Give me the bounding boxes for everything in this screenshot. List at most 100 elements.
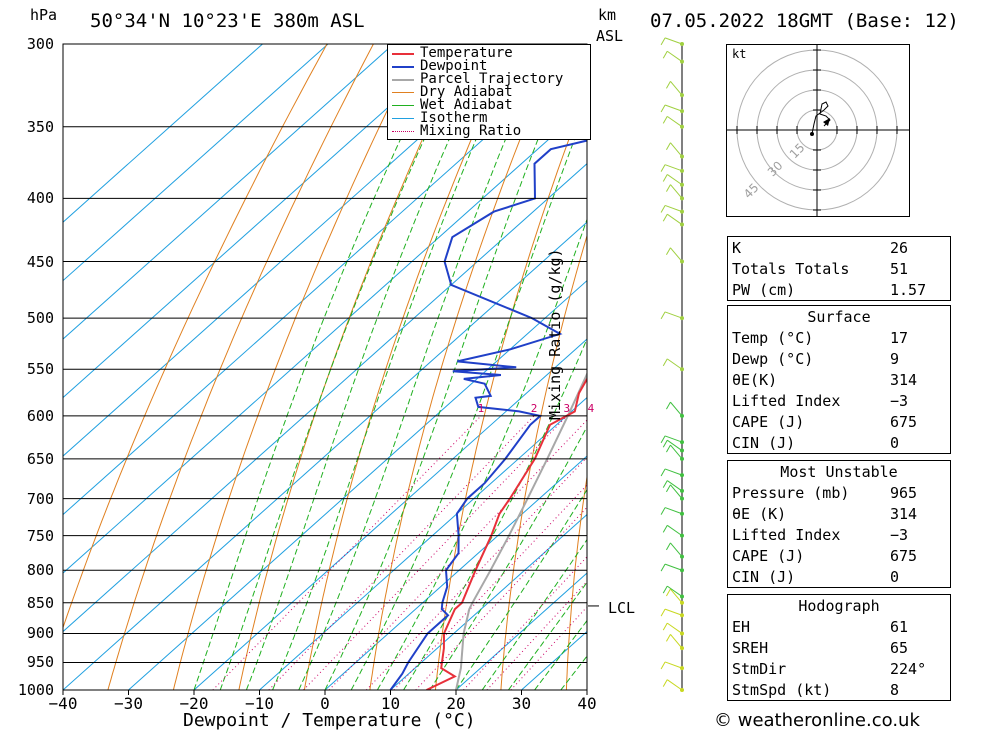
index-value: −3 [886, 390, 951, 411]
copyright-link[interactable]: © weatheronline.co.uk [714, 710, 920, 731]
wind-barb-feather [662, 480, 668, 488]
index-value: 675 [886, 411, 951, 432]
index-label: θE (K) [727, 503, 886, 524]
mixing-ratio-line [328, 419, 587, 690]
km-label: km [598, 6, 617, 24]
legend-item: Temperature [392, 45, 513, 61]
index-value: 314 [886, 503, 951, 524]
wind-barb-feather [662, 213, 668, 222]
wind-barb-feather [665, 81, 671, 89]
index-label: EH [727, 616, 886, 637]
wind-barb-dot [680, 666, 684, 671]
basic-indices-table: K 26 Totals Totals 51 PW (cm) 1.57 [727, 236, 951, 301]
wind-barb [666, 679, 683, 691]
wind-barb-feather [660, 164, 666, 172]
index-value: 675 [886, 545, 951, 566]
x-tick-label: −30 [114, 694, 143, 713]
wind-barb-feather [660, 563, 666, 572]
x-tick-label: −40 [48, 694, 78, 713]
lcl-label: LCL [608, 599, 636, 617]
wind-barb-strip [660, 37, 684, 692]
wind-barb-dot [680, 367, 684, 372]
hodograph-storm-motion-marker [823, 118, 830, 126]
y-tick-label: 300 [26, 35, 54, 53]
wet-adiabat-line [245, 44, 493, 690]
isotherm-line [259, 396, 587, 690]
mixing-ratio-line [303, 415, 568, 690]
location-title: 50°34'N 10°23'E 380m ASL [90, 10, 365, 32]
wind-barb-feather [665, 184, 671, 192]
legend-label: Mixing Ratio [420, 123, 522, 139]
wind-barb-feather [665, 142, 671, 150]
wind-barb-dot [680, 533, 684, 538]
legend-item: Dry Adiabat [392, 85, 513, 99]
wind-barb-feather [662, 51, 668, 59]
wind-barb [670, 142, 683, 157]
isotherm-line [128, 279, 587, 690]
wind-barb [664, 468, 683, 476]
wind-barb-dot [680, 594, 684, 599]
wind-barb-dot [680, 646, 684, 651]
y-tick-label: 700 [26, 489, 54, 508]
parcel-trajectory-line [455, 371, 587, 690]
mixing-ratio-line [510, 606, 587, 690]
index-label: StmSpd (kt) [727, 679, 886, 701]
legend-swatch-dewpoint [392, 65, 414, 68]
y-tick-label: 500 [26, 309, 54, 328]
mixing-ratio-label: 1 [478, 402, 485, 415]
wind-barb [664, 563, 683, 571]
wet-adiabat-line [560, 655, 587, 690]
wind-barb-dot [680, 168, 684, 173]
wind-barb [664, 164, 683, 172]
wind-barb-feather [665, 444, 671, 453]
index-label: Totals Totals [727, 258, 886, 279]
isotherm-line [390, 513, 587, 690]
wind-barb [670, 81, 683, 96]
index-value: 0 [886, 432, 951, 454]
isotherm-line [63, 162, 587, 633]
wet-adiabat-line [507, 581, 587, 690]
isotherm-line [63, 44, 263, 223]
isotherm-line [63, 46, 587, 516]
x-tick-label: 10 [380, 694, 401, 713]
mixing-ratio-label: 3 [564, 402, 571, 415]
x-tick-label: 40 [577, 694, 597, 713]
hodograph-unit-label: kt [732, 47, 746, 61]
wind-barb-dot [680, 568, 684, 573]
wind-barb [670, 588, 683, 604]
most-unstable-table: Most Unstable Pressure (mb) 965 θE (K) 314… [727, 460, 951, 588]
y-tick-label: 350 [26, 117, 54, 136]
y-tick-label: 800 [26, 561, 54, 580]
y-tick-label: 950 [26, 653, 54, 672]
section-title: Surface [727, 305, 951, 327]
wind-barb [670, 401, 683, 417]
y-tick-label: 450 [26, 252, 54, 271]
legend-swatch-mixing-ratio [392, 131, 414, 132]
wind-barb-feather [662, 174, 668, 182]
index-label: Lifted Index [727, 524, 886, 545]
index-label: Pressure (mb) [727, 482, 886, 503]
isotherm-line [63, 44, 460, 399]
surface-indices-table: Surface Temp (°C) 17 Dewp (°C) 9 θE(K) 314 … [727, 305, 951, 454]
hodograph-surface-point [810, 132, 814, 136]
chart-legend: Temperature Dewpoint Parcel Trajectory D… [387, 44, 591, 140]
wet-adiabat-line [429, 425, 587, 690]
wind-barb [664, 608, 683, 616]
mixing-ratio-line [366, 456, 587, 690]
legend-label: Temperature [420, 45, 513, 61]
index-value: 965 [886, 482, 951, 503]
y-tick-label: 650 [26, 449, 54, 468]
wind-barb-feather [660, 104, 666, 113]
wind-barb-dot [680, 196, 684, 201]
hodograph-trace [811, 101, 831, 135]
wind-barb-feather [660, 468, 666, 477]
index-label: Lifted Index [727, 390, 886, 411]
temperature-line [426, 377, 587, 690]
index-value: 26 [886, 236, 951, 258]
dewpoint-line [389, 139, 587, 690]
wind-barb-dot [680, 413, 684, 418]
wind-barb-dot [680, 473, 684, 478]
index-label: CIN (J) [727, 432, 886, 454]
wind-barb-dot [680, 688, 684, 692]
pressure-unit-label: hPa [30, 6, 58, 24]
